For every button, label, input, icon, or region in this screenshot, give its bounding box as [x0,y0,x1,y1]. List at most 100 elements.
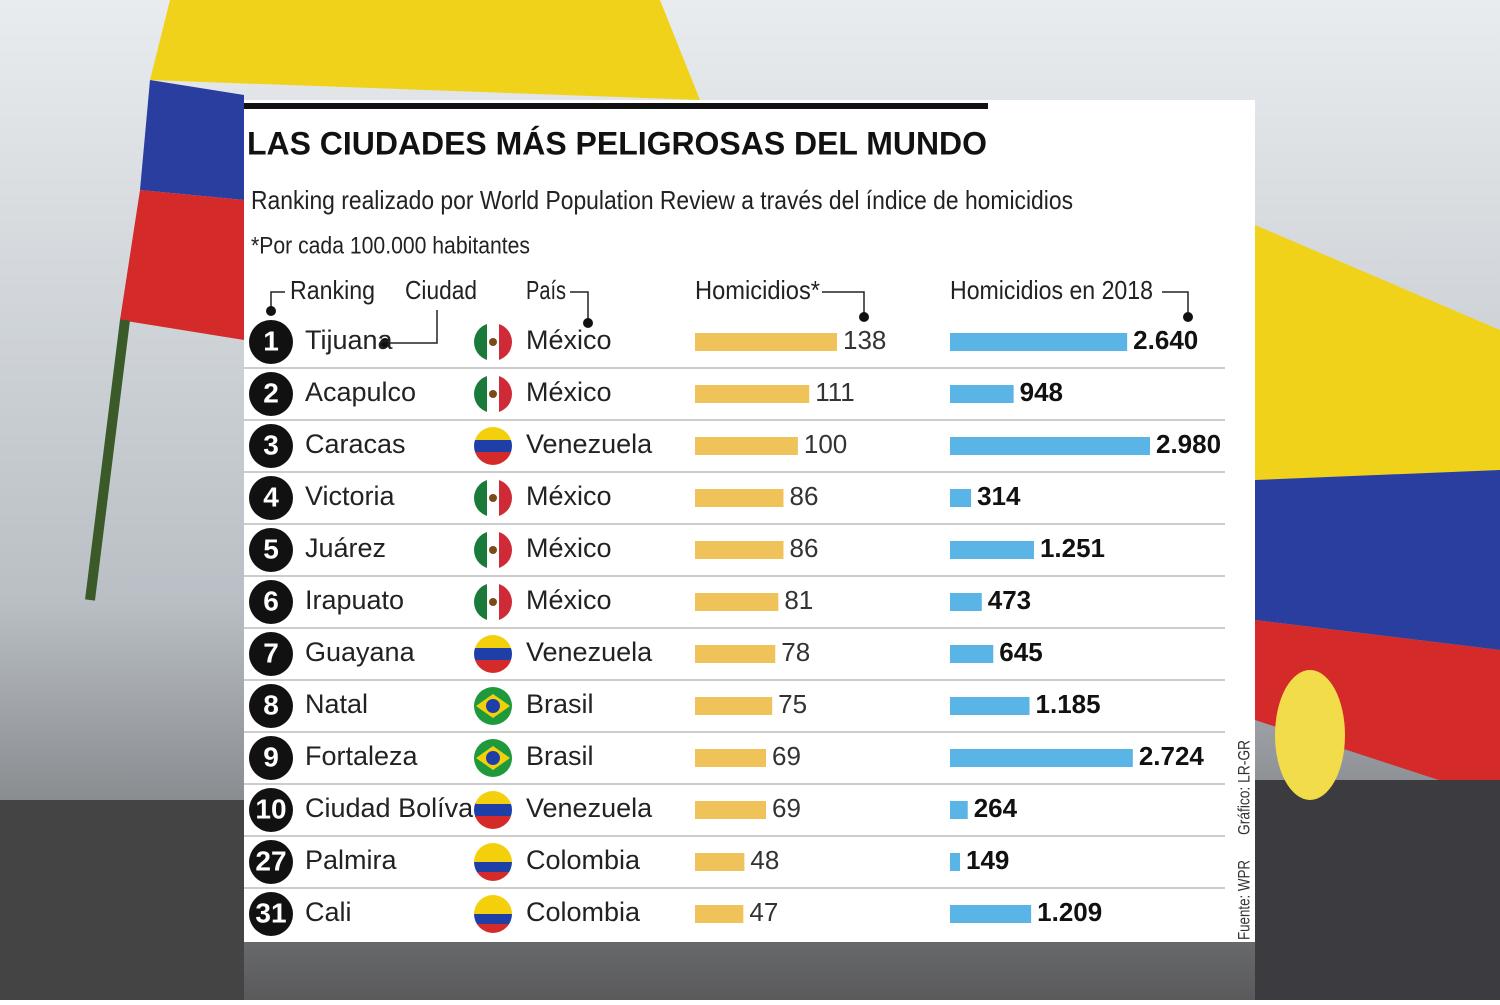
value-label: 473 [988,585,1031,615]
city: Victoria [305,481,396,511]
flag-body [474,583,512,621]
country: México [526,585,612,615]
stripe [474,635,512,648]
globe [486,751,500,765]
bar [695,541,784,559]
bar [950,541,1034,559]
value-label: 75 [778,689,807,719]
rank-badge [249,632,293,676]
bar [950,645,994,663]
stripe [474,791,512,804]
value-label: 47 [749,897,778,927]
value-label: 69 [772,741,801,771]
stripe [474,843,512,862]
bar [950,905,1032,923]
country: Colombia [526,845,641,875]
stripe [499,323,512,361]
bar [950,437,1150,455]
bar [695,593,779,611]
flag-body [474,739,512,777]
bar [695,489,784,507]
value-label: 948 [1020,377,1063,407]
emblem [489,390,497,398]
bar [695,801,766,819]
bar [950,489,972,507]
title: LAS CIUDADES MÁS PELIGROSAS DEL MUNDO [247,125,987,161]
stripe [474,660,512,673]
source: Fuente: WPR [1234,860,1253,940]
column-header: País [526,275,566,305]
rank-badge [249,736,293,780]
value-label: 78 [781,637,810,667]
rank-badge [249,684,293,728]
city: Acapulco [305,377,416,407]
connectors [270,291,1189,344]
flag [474,791,512,829]
rank: 7 [263,637,279,668]
connector-dots [266,306,1193,348]
bar [695,853,745,871]
city: Cali [305,897,352,927]
stripe [499,583,512,621]
flag [474,739,512,777]
stripe [499,531,512,569]
bar [695,333,837,351]
credit: Gráfico: LR-GR [1234,740,1253,835]
value-label: 81 [784,585,813,615]
flag [474,531,512,569]
value-label: 111 [815,377,855,407]
rank-badge [249,892,293,936]
rank: 8 [263,689,279,720]
country: México [526,377,612,407]
flag-body [474,375,512,413]
country: México [526,481,612,511]
rank: 27 [255,845,286,876]
value-label: 2.640 [1133,325,1198,355]
city: Natal [305,689,368,719]
flag-body [474,531,512,569]
city: Fortaleza [305,741,419,771]
rank-badge [249,528,293,572]
stripe [499,479,512,517]
bar [695,905,744,923]
rank: 10 [255,793,286,824]
stripe [474,375,487,413]
emblem [489,546,497,554]
bar [950,385,1014,403]
stripe [474,427,512,440]
rank: 5 [263,533,279,564]
globe [486,699,500,713]
flag-body [474,427,512,465]
stripe [474,531,487,569]
flag [474,375,512,413]
column-headers: Ranking Ciudad País Homicidios* Homicidi… [290,275,1153,305]
rank: 9 [263,741,279,772]
emblem [489,338,497,346]
country: Venezuela [526,637,653,667]
stripe [474,323,487,361]
note: *Por cada 100.000 habitantes [251,232,530,259]
subtitle: Ranking realizado por World Population R… [251,185,1073,215]
legend-entry: Homicidios* [695,275,820,305]
rows: 1 Tijuana México 138 2.640 2 Acapulco México 111… [244,320,1225,936]
rank: 2 [263,377,279,408]
flag [474,635,512,673]
value-label: 69 [772,793,801,823]
flag [474,427,512,465]
city: Guayana [305,637,416,667]
stripe [474,914,512,924]
rank: 31 [255,897,286,928]
flag [474,583,512,621]
value-label: 314 [977,481,1021,511]
bar [695,749,766,767]
stripe [474,895,512,914]
flag-body [474,843,512,881]
legend-entry: Homicidios en 2018 [950,275,1153,305]
value-label: 86 [789,481,818,511]
bar [950,749,1133,767]
value-label: 1.209 [1037,897,1102,927]
stripe [474,804,512,816]
city: Ciudad Bolívar [305,793,482,823]
